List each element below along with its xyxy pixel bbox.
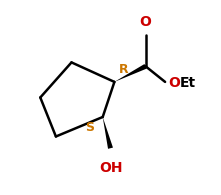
- Text: R: R: [119, 63, 129, 76]
- Text: O: O: [168, 76, 180, 90]
- Text: O: O: [140, 15, 152, 29]
- Text: OH: OH: [99, 161, 122, 175]
- Polygon shape: [103, 117, 113, 149]
- Text: S: S: [85, 121, 94, 134]
- Text: Et: Et: [180, 76, 196, 90]
- Polygon shape: [114, 64, 147, 82]
